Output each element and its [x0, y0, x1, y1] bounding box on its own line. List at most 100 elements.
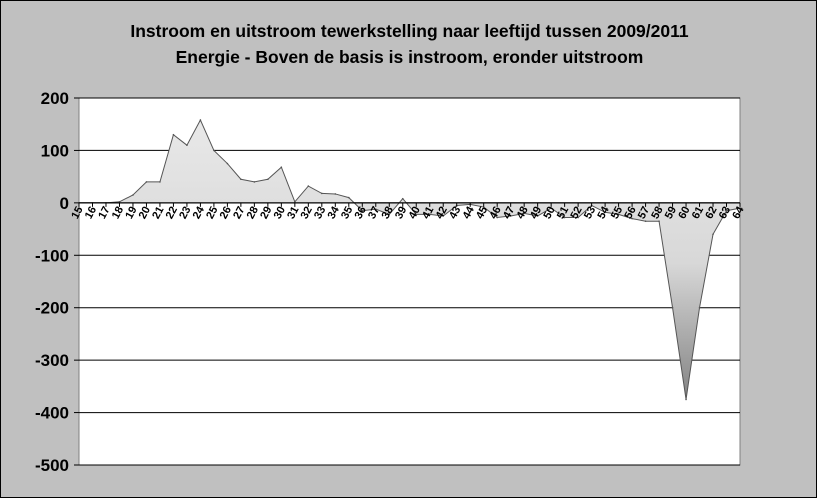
x-tick-label: 40	[407, 205, 423, 221]
data-point-age-40	[415, 213, 418, 216]
x-tick-label: 47	[501, 205, 517, 221]
data-point-age-32	[307, 185, 310, 187]
x-tick-label: 46	[487, 205, 503, 221]
data-point-age-64	[739, 207, 741, 209]
x-tick-label: 15	[69, 205, 85, 221]
data-point-age-33	[321, 192, 323, 195]
x-tick-label: 52	[568, 205, 584, 221]
x-tick-label: 20	[137, 205, 153, 221]
chart-subtitle: Energie - Boven de basis is instroom, er…	[175, 47, 644, 67]
y-tick-label: -500	[35, 456, 69, 475]
data-point-age-49	[536, 215, 539, 217]
data-point-age-56	[631, 217, 633, 220]
x-tick-label: 39	[393, 205, 409, 221]
data-point-age-21	[159, 181, 161, 183]
x-tick-label: 27	[231, 205, 247, 221]
x-tick-label: 63	[717, 205, 733, 221]
data-point-age-38	[388, 213, 391, 216]
data-point-age-54	[604, 211, 606, 214]
x-tick-label: 37	[366, 205, 382, 221]
x-tick-label: 17	[96, 205, 112, 221]
x-tick-label: 29	[258, 205, 274, 221]
x-tick-label: 45	[474, 205, 490, 221]
data-point-age-20	[145, 181, 148, 183]
y-tick-label: -300	[35, 351, 69, 370]
x-tick-label: 41	[420, 205, 436, 221]
x-tick-label: 55	[609, 205, 625, 221]
y-tick-label: -400	[35, 404, 69, 423]
data-point-age-25	[213, 149, 215, 152]
data-point-age-61	[698, 306, 701, 309]
data-point-age-47	[509, 215, 512, 217]
x-tick-label: 59	[663, 205, 679, 221]
data-point-age-27	[240, 178, 242, 181]
x-tick-label: 25	[204, 205, 220, 221]
data-point-age-30	[280, 166, 283, 169]
x-tick-label: 38	[380, 205, 396, 221]
data-point-age-23	[186, 144, 188, 146]
data-point-age-48	[523, 212, 525, 215]
data-point-age-46	[496, 216, 498, 219]
series-line	[79, 118, 741, 400]
x-tick-label: 57	[636, 205, 652, 221]
data-point-age-36	[361, 209, 364, 212]
y-tick-label: -200	[35, 299, 69, 318]
data-point-age-22	[172, 133, 175, 136]
data-point-age-55	[617, 213, 620, 216]
x-tick-label: 60	[676, 205, 692, 221]
x-tick-label: 58	[649, 205, 665, 221]
x-tick-label: 51	[555, 205, 571, 221]
data-point-age-35	[348, 196, 350, 199]
data-point-age-37	[374, 208, 377, 210]
x-tick-label: 28	[245, 205, 261, 221]
x-tick-label: 18	[110, 205, 126, 221]
data-point-age-50	[550, 207, 552, 209]
data-point-age-18	[118, 201, 121, 203]
data-point-age-19	[132, 194, 134, 196]
data-point-age-52	[577, 216, 579, 219]
x-tick-label: 49	[528, 205, 544, 221]
x-tick-label: 42	[434, 205, 450, 221]
data-point-age-60	[685, 398, 687, 401]
data-point-age-63	[725, 209, 728, 212]
data-point-age-26	[226, 162, 229, 165]
x-tick-label: 48	[514, 205, 530, 221]
data-point-age-58	[658, 220, 660, 223]
x-tick-label: 19	[123, 205, 139, 221]
y-tick-label: 100	[41, 141, 69, 160]
x-tick-label: 61	[690, 205, 706, 221]
x-tick-label: 56	[622, 205, 638, 221]
x-tick-label: 16	[83, 205, 99, 221]
x-tick-label: 43	[447, 205, 463, 221]
x-tick-label: 26	[218, 205, 234, 221]
x-tick-label: 33	[312, 205, 328, 221]
data-point-age-29	[267, 178, 269, 181]
x-tick-label: 53	[582, 205, 598, 221]
area-fill	[79, 120, 740, 400]
x-tick-label: 36	[353, 205, 369, 221]
data-point-age-39	[401, 197, 404, 200]
x-tick-label: 50	[541, 205, 557, 221]
x-tick-label: 30	[272, 205, 288, 221]
data-point-age-57	[644, 220, 647, 223]
x-tick-label: 35	[339, 205, 355, 221]
data-point-age-51	[563, 216, 566, 219]
x-tick-label: 22	[164, 205, 180, 221]
data-point-age-31	[294, 201, 296, 203]
y-tick-label: 0	[60, 194, 69, 213]
data-point-age-28	[253, 181, 256, 183]
data-point-age-42	[442, 215, 445, 217]
data-point-age-59	[671, 306, 674, 309]
chart-title: Instroom en uitstroom tewerkstelling naa…	[130, 21, 689, 41]
data-point-age-41	[428, 213, 431, 216]
data-point-age-24	[199, 119, 202, 121]
y-tick-label: -100	[35, 246, 69, 265]
x-tick-label: 31	[285, 205, 301, 221]
x-tick-label: 23	[177, 205, 193, 221]
data-point-age-62	[712, 233, 714, 236]
y-tick-label: 200	[41, 89, 69, 108]
x-tick-label: 62	[703, 205, 719, 221]
x-tick-label: 32	[299, 205, 315, 221]
data-point-age-34	[334, 193, 337, 195]
